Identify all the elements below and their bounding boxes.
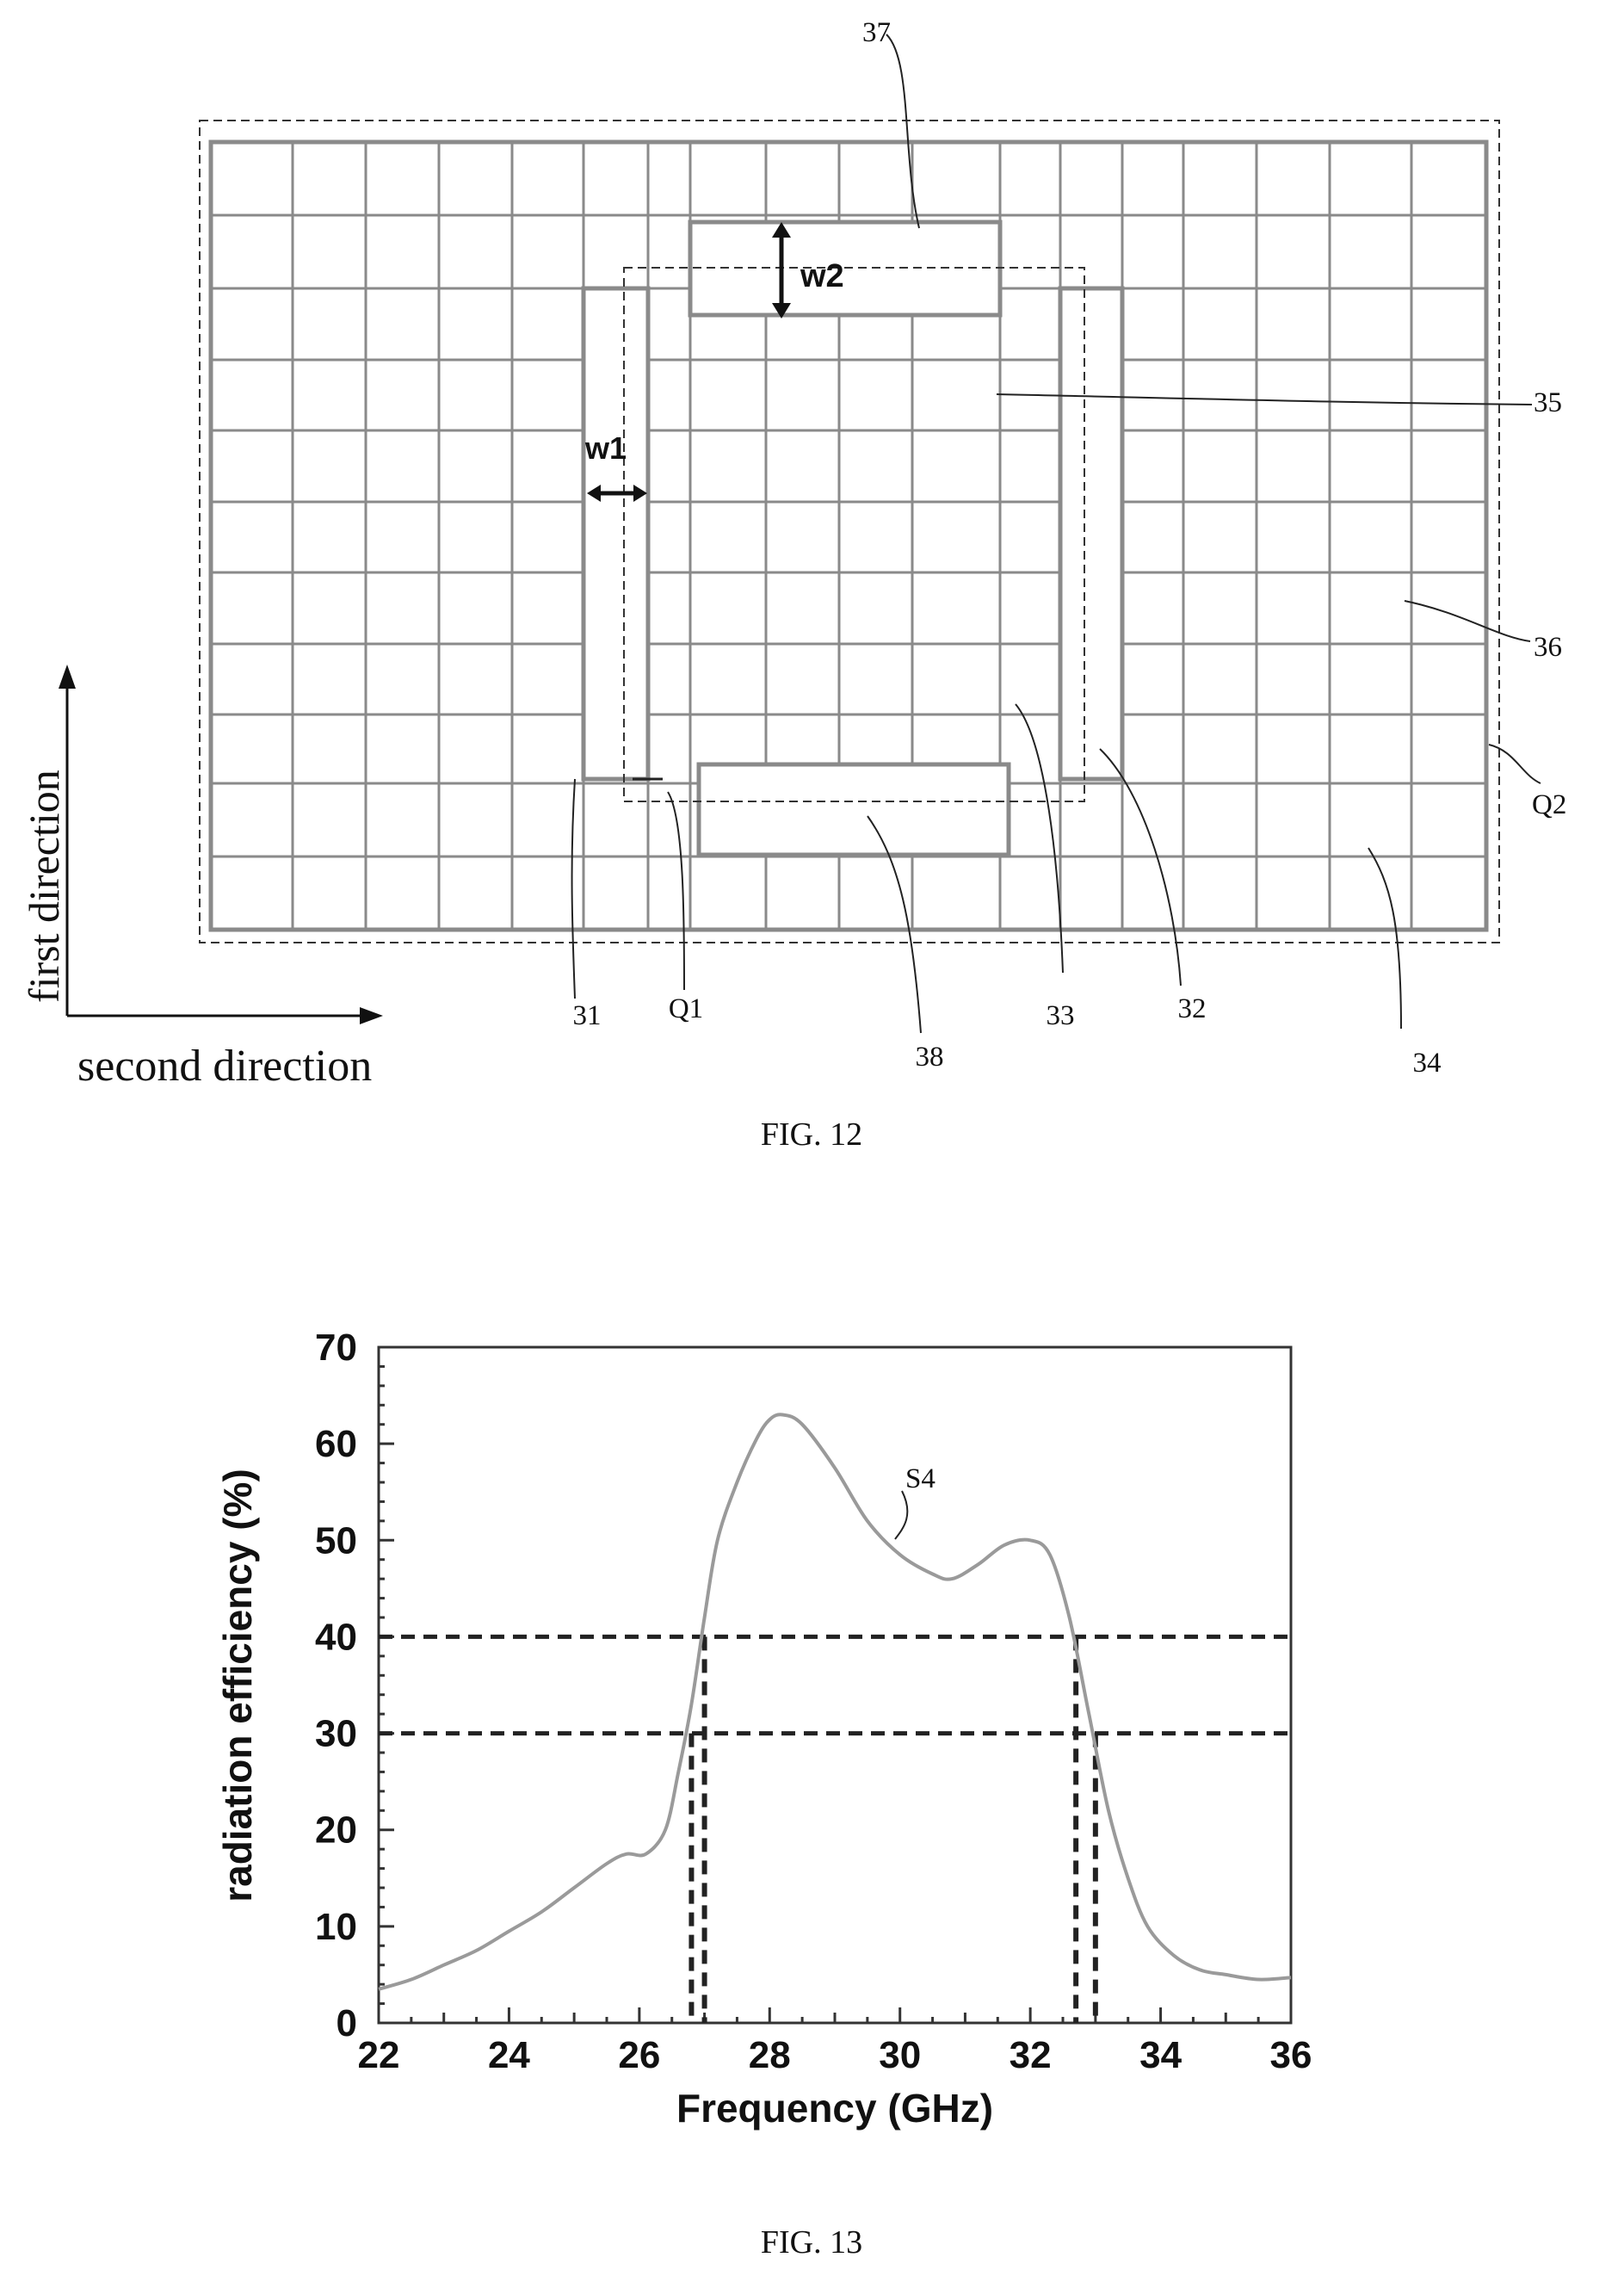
x-tick-label: 26 [618, 2034, 660, 2076]
x-tick-label: 22 [358, 2034, 400, 2076]
second-direction-label: second direction [77, 1042, 372, 1091]
y-tick-label: 40 [315, 1616, 357, 1658]
y-tick-label: 30 [315, 1713, 357, 1755]
callout-leader-lines [571, 34, 1541, 1034]
figure-12-antenna-diagram: w1 w2 37 35 36 Q2 31 Q1 38 33 32 34 [20, 17, 1566, 1153]
callout-35: 35 [1534, 387, 1562, 418]
figure-12-caption: FIG. 12 [761, 1116, 862, 1153]
s4-leader-line [894, 1490, 909, 1540]
callout-31: 31 [573, 1000, 602, 1031]
plot-frame [377, 1345, 1293, 2025]
y-tick-label: 0 [337, 2002, 357, 2044]
ground-grid-frame [208, 139, 1489, 932]
slot-31 [581, 286, 651, 782]
second-direction-arrow [67, 1007, 383, 1024]
y-axis-ticks [379, 1345, 394, 2025]
y-axis-label: radiation efficiency (%) [215, 1469, 260, 1902]
y-tick-label: 10 [315, 1906, 357, 1948]
x-axis-ticks [377, 2007, 1293, 2023]
series-s4-curve [378, 1413, 1292, 1991]
slot-32 [1058, 286, 1125, 782]
x-axis-tick-labels: 22 24 26 28 30 32 34 36 [358, 2034, 1312, 2076]
y-tick-label: 50 [315, 1519, 357, 1562]
x-tick-label: 30 [879, 2034, 921, 2076]
x-tick-label: 36 [1270, 2034, 1312, 2076]
callout-q2: Q2 [1532, 789, 1566, 820]
callout-q1: Q1 [669, 993, 703, 1024]
y-tick-label: 20 [315, 1809, 357, 1852]
y-axis-tick-labels: 0 10 20 30 40 50 60 70 [315, 1327, 357, 2044]
callout-38: 38 [916, 1042, 944, 1073]
reference-dashed-lines [379, 1634, 1291, 2023]
callout-36: 36 [1534, 632, 1562, 663]
w1-label: w1 [584, 430, 627, 466]
w2-label: w2 [800, 258, 844, 294]
series-s4-callout: S4 [905, 1463, 935, 1494]
y-tick-label: 70 [315, 1327, 357, 1369]
inner-dashed-region-q1 [623, 267, 1085, 802]
x-tick-label: 34 [1139, 2034, 1182, 2076]
callout-33: 33 [1047, 1000, 1075, 1031]
y-tick-label: 60 [315, 1423, 357, 1465]
first-direction-arrow [59, 665, 76, 1016]
first-direction-label: first direction [20, 770, 68, 1003]
figure-13-caption: FIG. 13 [761, 2224, 862, 2261]
x-tick-label: 24 [488, 2034, 530, 2076]
w1-dimension-arrow [587, 485, 647, 502]
callout-34: 34 [1413, 1048, 1442, 1079]
callout-37: 37 [862, 17, 891, 48]
w2-dimension-arrow [772, 222, 791, 319]
x-tick-label: 28 [749, 2034, 791, 2076]
slot-38 [696, 762, 1011, 857]
x-axis-label: Frequency (GHz) [676, 2086, 993, 2131]
outer-dashed-region-q2 [199, 120, 1500, 943]
callout-32: 32 [1178, 993, 1207, 1024]
x-tick-label: 32 [1010, 2034, 1052, 2076]
figure-13-efficiency-chart: 22 24 26 28 30 32 34 36 0 10 20 30 40 50 60 70 S4 Freq… [215, 1327, 1312, 2261]
